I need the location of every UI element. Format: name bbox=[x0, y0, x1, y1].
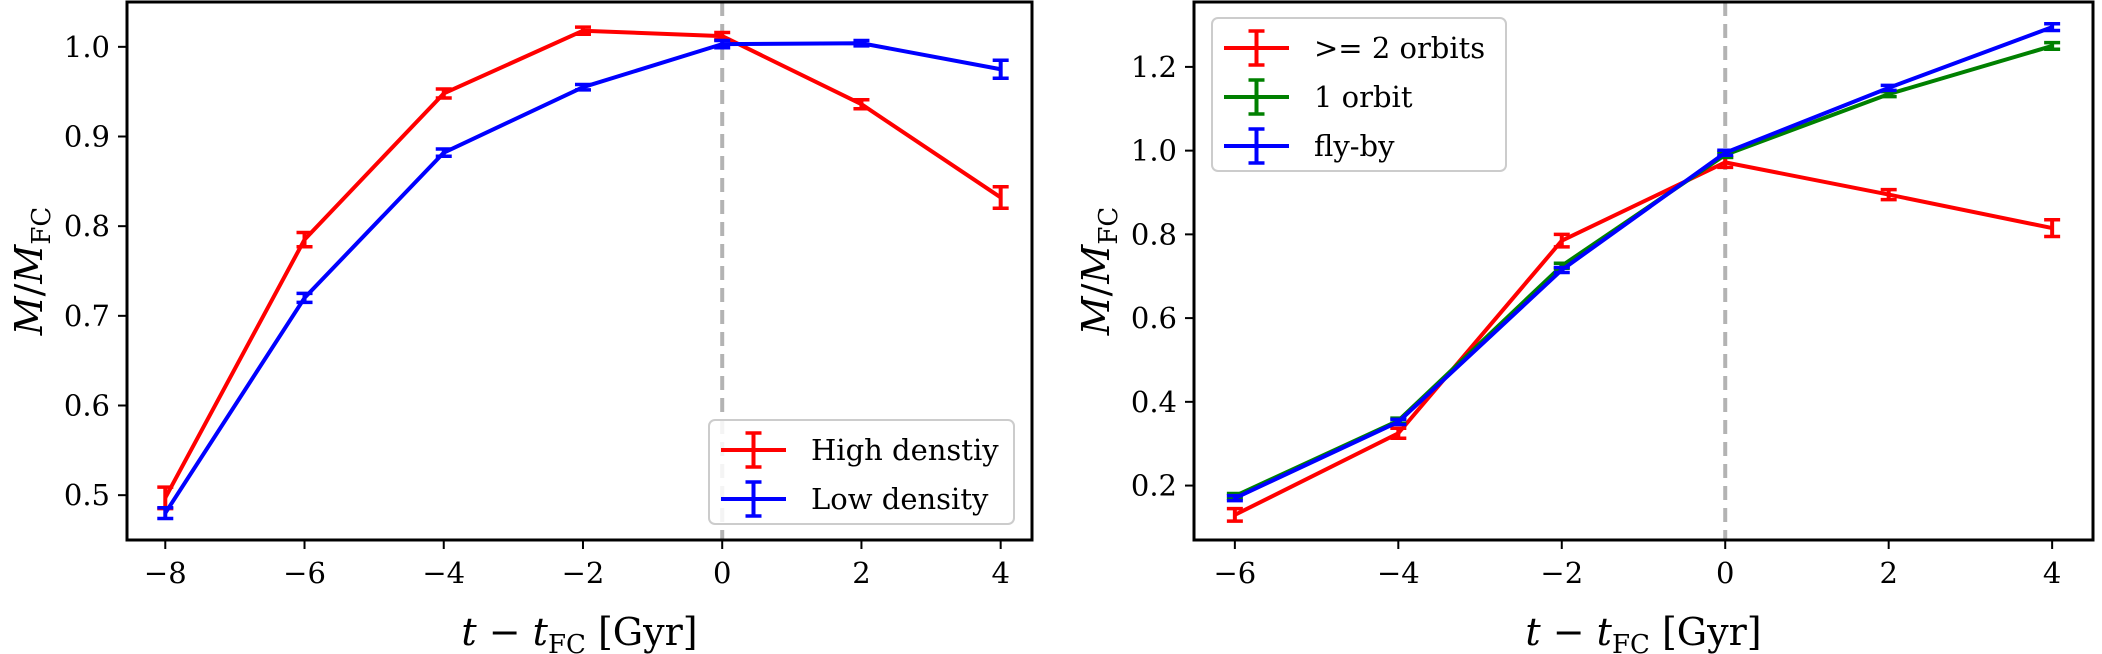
legend-item: 1 orbit bbox=[1224, 78, 1413, 116]
y-tick-label: 0.2 bbox=[1131, 469, 1177, 503]
x-axis-label: t − tFC [Gyr] bbox=[1525, 610, 1761, 654]
x-tick-label: −2 bbox=[1540, 556, 1583, 590]
y-tick-label: 0.8 bbox=[64, 209, 110, 243]
y-axis-label-den: M bbox=[1074, 244, 1118, 285]
x-tick-label: 2 bbox=[852, 556, 870, 590]
y-axis-label: M/MFC bbox=[7, 207, 57, 337]
legend-label: Low density bbox=[811, 482, 989, 516]
x-tick-label: −8 bbox=[144, 556, 187, 590]
x-tick-label: 2 bbox=[1879, 556, 1897, 590]
legend-label: fly-by bbox=[1314, 129, 1395, 163]
y-axis-label-sub: FC bbox=[27, 207, 57, 245]
series-line bbox=[1233, 160, 2053, 517]
series-low-density bbox=[157, 38, 1009, 521]
x-tick-label: 0 bbox=[1716, 556, 1734, 590]
x-axis-label-var: t bbox=[1525, 610, 1541, 654]
x-tick-label: −4 bbox=[422, 556, 465, 590]
x-tick-label: −2 bbox=[562, 556, 605, 590]
x-tick-label: 4 bbox=[991, 556, 1009, 590]
y-tick-label: 0.8 bbox=[1131, 217, 1177, 251]
y-tick-label: 0.6 bbox=[64, 389, 110, 423]
x-tick-label: −4 bbox=[1377, 556, 1420, 590]
legend-label: High denstiy bbox=[811, 433, 999, 467]
y-tick-label: 0.5 bbox=[64, 478, 110, 512]
legend-label: >= 2 orbits bbox=[1314, 31, 1485, 65]
axes-frame bbox=[1192, 0, 2095, 542]
series-fly-by bbox=[1226, 22, 2061, 503]
series-high-denstiy bbox=[157, 25, 1009, 511]
x-tick-label: −6 bbox=[283, 556, 326, 590]
y-axis-label-den: M bbox=[7, 244, 51, 285]
y-tick-label: 0.7 bbox=[64, 299, 110, 333]
y-axis-label-slash: / bbox=[7, 283, 51, 296]
left-chart-panel: −8 −6 −4 −2 0 2 40.50.60.70.80.91.0t − tFC [Gy… bbox=[7, 0, 1034, 654]
x-tick-label: −6 bbox=[1213, 556, 1256, 590]
y-tick-label: 0.4 bbox=[1131, 385, 1177, 419]
legend: High denstiy Low density bbox=[708, 419, 1015, 525]
y-axis-label-slash: / bbox=[1074, 283, 1118, 296]
x-axis-label-unit: [Gyr] bbox=[586, 610, 698, 654]
y-axis-label: M/MFC bbox=[1074, 207, 1124, 337]
legend: >= 2 orbits 1 orbit fly-by bbox=[1211, 17, 1507, 172]
legend-item: >= 2 orbits bbox=[1224, 29, 1485, 67]
x-tick-label: 4 bbox=[2043, 556, 2061, 590]
x-axis-label-minus: − bbox=[1541, 610, 1597, 654]
legend-frame bbox=[1211, 17, 1507, 172]
legend-label: 1 orbit bbox=[1314, 80, 1413, 114]
y-tick-label: 0.9 bbox=[64, 120, 110, 154]
y-axis-label-sub: FC bbox=[1094, 207, 1124, 245]
y-tick-label: 1.0 bbox=[1131, 134, 1177, 168]
x-axis-label-var2: t bbox=[533, 610, 549, 654]
x-axis-label-sub: FC bbox=[548, 630, 586, 654]
x-axis-label-var: t bbox=[461, 610, 477, 654]
x-axis-label: t − tFC [Gyr] bbox=[461, 610, 697, 654]
y-tick-label: 1.2 bbox=[1131, 50, 1177, 84]
x-axis-label-var2: t bbox=[1597, 610, 1613, 654]
y-axis-label-num: M bbox=[1074, 295, 1118, 336]
x-axis-label-unit: [Gyr] bbox=[1650, 610, 1762, 654]
x-axis-label-minus: − bbox=[477, 610, 533, 654]
legend-item: Low density bbox=[721, 480, 989, 518]
x-tick-label: 0 bbox=[713, 556, 731, 590]
legend-item: High denstiy bbox=[721, 431, 999, 469]
y-tick-label: 0.6 bbox=[1131, 301, 1177, 335]
axes-frame bbox=[125, 0, 1034, 542]
x-axis-label-sub: FC bbox=[1612, 630, 1650, 654]
legend-item: fly-by bbox=[1224, 127, 1395, 165]
series-line bbox=[1234, 25, 2053, 500]
y-tick-label: 1.0 bbox=[64, 30, 110, 64]
right-chart-panel: −6 −4 −2 0 2 40.20.40.60.81.01.2t − tFC [Gyr]… bbox=[1074, 0, 2095, 654]
y-axis-label-num: M bbox=[7, 295, 51, 336]
